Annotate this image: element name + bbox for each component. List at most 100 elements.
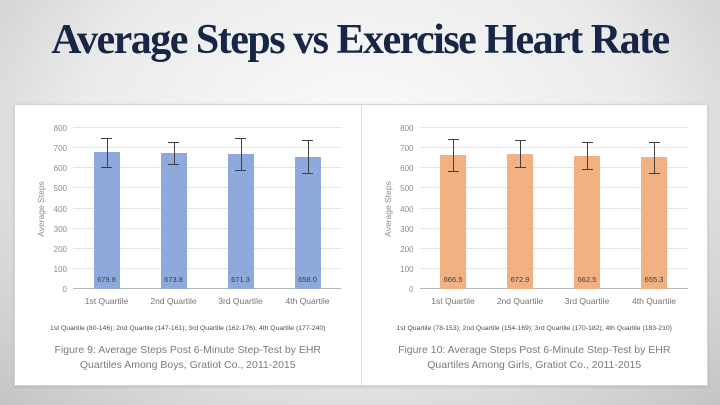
error-bar-cap	[235, 170, 246, 172]
bar	[440, 154, 466, 289]
chart-footnote: 1st Quartile (80-146); 2nd Quartile (147…	[50, 325, 326, 332]
error-bar-cap	[447, 170, 459, 172]
x-category-label: 2nd Quartile	[150, 296, 197, 306]
x-category-label: 4th Quartile	[632, 296, 676, 306]
error-bar-cap	[168, 142, 179, 144]
error-bar-cap	[648, 141, 660, 143]
bar	[641, 157, 667, 289]
error-bar-cap	[447, 139, 459, 141]
bar-value-label: 662.5	[577, 275, 597, 284]
x-category-label: 3rd Quartile	[564, 296, 610, 306]
x-category-label: 4th Quartile	[285, 296, 330, 306]
error-bar	[654, 141, 655, 174]
chart-caption-line2: Quartiles Among Girls, Gratiot Co., 2011…	[427, 359, 642, 371]
chart-boys-average-steps: 0 100 200 300 400 500 600 700 800 Average Steps 67…	[15, 105, 361, 385]
error-bar-cap	[302, 140, 313, 142]
bar-value-label: 666.5	[443, 275, 463, 284]
y-tick-label: 800	[53, 124, 67, 133]
gridline	[73, 247, 341, 249]
y-tick-label: 600	[400, 164, 414, 174]
panel-divider	[360, 105, 362, 385]
error-bar	[307, 140, 309, 174]
bar-value-label: 655.3	[644, 275, 664, 284]
y-tick-label: 800	[400, 124, 414, 133]
error-bar	[173, 142, 175, 165]
bar	[227, 153, 254, 289]
gridline	[73, 127, 341, 128]
gridline	[419, 227, 688, 229]
x-category-label: 1st Quartile	[431, 296, 475, 306]
bar-value-label: 672.9	[510, 275, 530, 284]
y-axis-label: Average Steps	[382, 180, 393, 237]
error-bar-cap	[168, 164, 179, 166]
error-bar	[106, 137, 108, 167]
error-bar-cap	[581, 169, 593, 171]
gridline	[419, 187, 688, 189]
error-bar-cap	[514, 140, 526, 142]
gridline	[73, 267, 341, 269]
gridline	[73, 207, 341, 209]
y-tick-label: 700	[400, 144, 414, 154]
gridline	[419, 247, 688, 249]
gridline	[419, 207, 688, 209]
error-bar-cap	[648, 173, 660, 175]
chart-caption: Figure 9: Average Steps Post 6-Minute St…	[15, 343, 361, 373]
bar-value-label: 658.0	[298, 275, 317, 284]
y-tick-label: 0	[409, 285, 414, 294]
plot-area	[419, 127, 688, 289]
error-bar-cap	[581, 142, 593, 144]
y-tick-label: 500	[53, 184, 67, 194]
y-tick-label: 400	[400, 204, 414, 214]
error-bar	[587, 142, 588, 170]
x-category-label: 2nd Quartile	[496, 296, 544, 306]
gridline	[73, 187, 341, 189]
error-bar-cap	[101, 166, 112, 168]
y-tick-label: 700	[53, 144, 67, 154]
y-tick-label: 0	[62, 285, 67, 294]
y-tick-label: 200	[53, 244, 67, 254]
error-bar-cap	[235, 137, 246, 139]
x-category-label: 1st Quartile	[84, 296, 129, 306]
bar-value-label: 679.8	[97, 275, 116, 284]
plot-area	[73, 127, 341, 289]
bar-value-label: 673.8	[164, 275, 183, 284]
charts-panel: 0 100 200 300 400 500 600 700 800 Average Steps 67…	[14, 104, 708, 386]
slide-title: Average Steps vs Exercise Heart Rate	[51, 17, 670, 63]
chart-girls-average-steps: 0 100 200 300 400 500 600 700 800 Average Steps 66…	[362, 105, 708, 385]
y-tick-label: 600	[53, 164, 67, 174]
y-tick-label: 200	[400, 244, 414, 254]
chart-caption-line1: Figure 9: Average Steps Post 6-Minute St…	[54, 344, 322, 356]
y-tick-label: 100	[400, 264, 414, 274]
y-tick-label: 500	[400, 184, 414, 194]
error-bar	[240, 137, 242, 171]
y-tick-label: 300	[53, 224, 67, 234]
gridline	[73, 167, 341, 169]
error-bar	[520, 140, 521, 167]
y-tick-label: 400	[53, 204, 67, 214]
chart-caption-line1: Figure 10: Average Steps Post 6-Minute S…	[398, 344, 671, 356]
chart-caption-line2: Quartiles Among Boys, Gratiot Co., 2011-…	[79, 359, 296, 371]
bar	[160, 153, 187, 289]
error-bar	[453, 139, 454, 171]
error-bar-cap	[514, 166, 526, 168]
y-axis-label: Average Steps	[36, 180, 46, 237]
error-bar-cap	[302, 173, 313, 175]
gridline	[419, 167, 688, 169]
bar	[507, 153, 533, 289]
gridline	[73, 227, 341, 229]
y-tick-label: 300	[400, 224, 414, 234]
x-category-label: 3rd Quartile	[218, 296, 263, 306]
error-bar-cap	[101, 137, 112, 139]
gridline	[419, 147, 688, 149]
y-tick-label: 100	[53, 264, 67, 274]
gridline	[73, 147, 341, 149]
chart-caption: Figure 10: Average Steps Post 6-Minute S…	[362, 343, 708, 373]
bar	[574, 155, 600, 289]
bar-value-label: 671.3	[231, 275, 250, 284]
gridline	[419, 127, 688, 128]
gridline	[419, 267, 688, 269]
chart-footnote: 1st Quartile (78-153); 2nd Quartile (154…	[396, 325, 672, 332]
bar	[294, 156, 321, 289]
bar	[93, 152, 120, 289]
